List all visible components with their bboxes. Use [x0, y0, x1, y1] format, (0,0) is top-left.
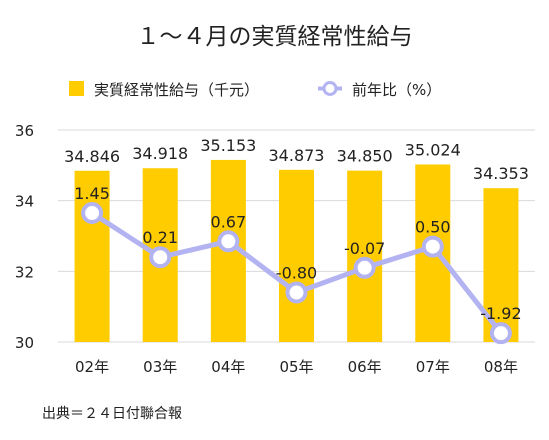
legend-bar-label: 実質経常性給与（千元）	[94, 81, 259, 99]
bar-series	[74, 159, 519, 342]
line-value-label: -1.92	[480, 304, 521, 323]
bar-value-label: 34.353	[473, 164, 529, 183]
bar-value-label: 35.024	[405, 140, 461, 159]
line-value-label: 1.45	[74, 184, 110, 203]
y-tick-label: 34	[15, 193, 34, 211]
line-point	[489, 322, 512, 345]
line-value-label: 0.67	[211, 212, 247, 231]
bar-value-label: 34.846	[64, 147, 120, 166]
y-axis-ticks: 30 32 34 36	[15, 122, 34, 352]
bar-value-label: 34.918	[132, 144, 188, 163]
y-tick-label: 30	[15, 334, 34, 352]
legend: 実質経常性給与（千元） 前年比（%）	[69, 81, 441, 99]
x-tick-label: 03年	[143, 358, 177, 376]
chart-title: １～４月の実質経常性給与	[137, 24, 413, 50]
bar	[74, 170, 110, 342]
bar-value-label: 34.850	[337, 147, 393, 166]
line-value-label: -0.80	[276, 264, 317, 283]
bar-value-labels: 34.846 34.918 35.153 34.873 34.850 35.024 34.3…	[64, 136, 529, 183]
x-tick-label: 08年	[484, 358, 518, 376]
x-tick-label: 04年	[211, 358, 245, 376]
legend-bar-swatch	[69, 81, 84, 96]
line-point	[421, 235, 444, 258]
line-point	[81, 202, 104, 225]
line-value-label: -0.07	[344, 239, 385, 258]
line-value-label: 0.21	[142, 228, 178, 247]
bar-value-label: 34.873	[269, 146, 325, 165]
bar	[347, 170, 383, 342]
line-point	[353, 256, 376, 279]
x-tick-label: 02年	[75, 358, 109, 376]
bar	[279, 169, 314, 342]
x-tick-label: 05年	[279, 358, 313, 376]
x-axis-ticks: 02年 03年 04年 05年 06年 07年 08年	[75, 358, 518, 376]
x-tick-label: 07年	[416, 358, 450, 376]
x-tick-label: 06年	[348, 358, 382, 376]
line-value-labels: 1.45 0.21 0.67 -0.80 -0.07 0.50 -1.92	[74, 184, 521, 323]
line-value-label: 0.50	[415, 218, 451, 237]
legend-line-label: 前年比（%）	[352, 81, 441, 99]
y-tick-label: 32	[15, 263, 34, 281]
line-point	[149, 246, 172, 269]
line-series	[81, 202, 512, 345]
line-point	[217, 230, 240, 253]
bar-value-label: 35.153	[200, 136, 256, 155]
y-tick-label: 36	[15, 122, 34, 140]
source-note: 出典＝２４日付聯合報	[42, 406, 182, 422]
line-point	[285, 281, 308, 304]
legend-line-marker	[322, 81, 338, 96]
